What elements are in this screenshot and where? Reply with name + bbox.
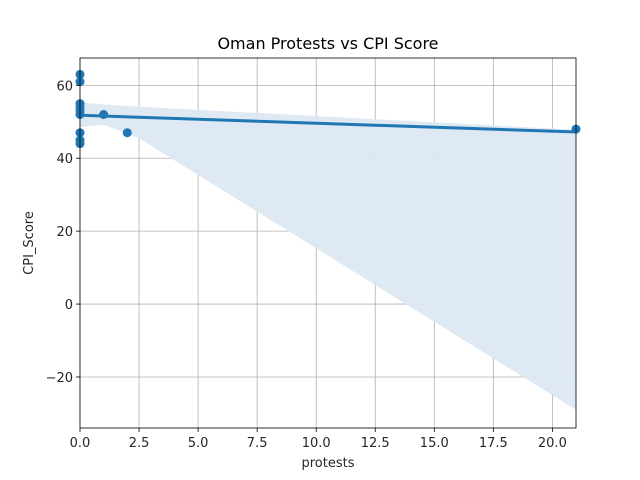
confidence-band-layer <box>80 102 576 410</box>
x-tick-label: 17.5 <box>479 436 508 451</box>
y-tick-label: 20 <box>56 225 73 240</box>
x-tick-label: 10.0 <box>302 436 331 451</box>
x-tick-label: 5.0 <box>188 436 209 451</box>
y-tick-label: 40 <box>56 152 73 167</box>
chart-title: Oman Protests vs CPI Score <box>217 34 438 53</box>
y-axis-title: CPI_Score <box>22 211 37 275</box>
regression-line <box>78 113 578 134</box>
y-tick-label: 0 <box>65 298 73 313</box>
x-tick-label: 0.0 <box>70 436 91 451</box>
x-tick-label: 15.0 <box>420 436 449 451</box>
x-tick-label: 2.5 <box>129 436 150 451</box>
x-tick-label: 12.5 <box>361 436 390 451</box>
data-point <box>122 128 132 138</box>
data-point <box>99 110 109 120</box>
y-tick-label: 60 <box>56 79 73 94</box>
confidence-band <box>80 102 576 410</box>
regression-line-layer <box>78 113 578 134</box>
axis-ticks: 0.0 2.5 5.0 7.5 10.0 12.5 15.0 17.5 20.0 −20 0 20 40… <box>46 79 567 451</box>
y-tick-label: −20 <box>46 371 73 386</box>
plot-frame <box>79 57 577 429</box>
x-tick-label: 7.5 <box>247 436 268 451</box>
x-tick-label: 20.0 <box>538 436 567 451</box>
x-axis-title: protests <box>301 456 354 471</box>
